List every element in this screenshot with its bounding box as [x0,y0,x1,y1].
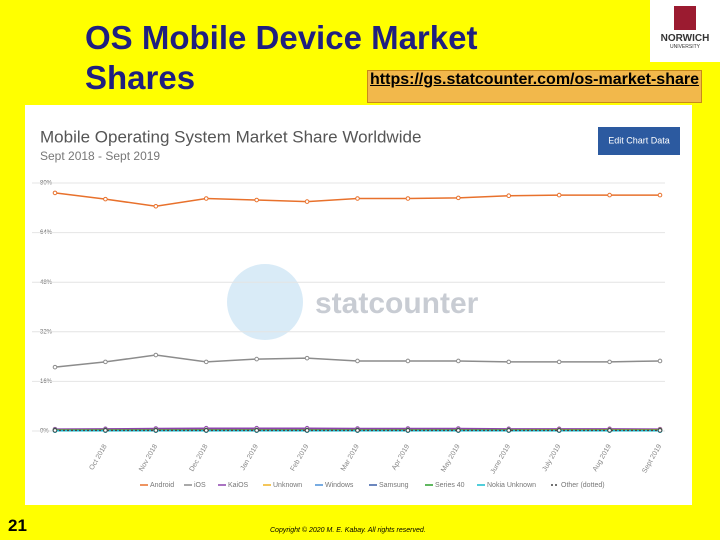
logo-shield [674,6,696,30]
y-tick-label: 16% [40,379,53,385]
legend-label: Windows [325,482,354,489]
data-point [153,203,159,209]
edit-button-label[interactable]: Edit Chart Data [608,135,670,145]
data-point [153,428,159,433]
data-point [355,428,360,433]
y-tick-label: 32% [40,329,53,335]
data-point [203,359,209,365]
data-point [506,428,512,433]
data-point [405,358,411,364]
data-point [355,196,360,201]
legend-label: Nokia Unknown [487,482,536,489]
legend-label: iOS [194,482,206,489]
page-number: 21 [8,516,27,535]
data-point [153,352,159,358]
logo-name: NORWICH [660,33,710,44]
legend-label: KaiOS [228,482,249,489]
source-url: https://gs.statcounter.com/os-market-sha… [370,71,699,88]
y-tick-label: 48% [40,280,53,286]
data-point [355,358,360,364]
data-point [254,428,259,433]
data-point [304,199,310,204]
chart-panel [25,105,692,505]
data-point [456,195,461,201]
data-point [607,428,612,433]
data-point [657,358,663,364]
chart-subtitle: Sept 2018 - Sept 2019 [40,149,160,163]
data-point [103,428,108,433]
legend-label: Unknown [273,482,302,489]
copyright: Copyright © 2020 M. E. Kabay. All rights… [270,527,426,534]
data-point [254,356,259,362]
watermark-logo [227,264,303,340]
data-point [304,355,310,361]
data-point [506,359,512,365]
chart-title: Mobile Operating System Market Share Wor… [40,127,421,146]
y-tick-label: 64% [40,230,53,236]
y-tick-label: 0% [40,429,49,435]
data-point [52,428,58,433]
data-point [456,428,461,433]
data-point [657,428,663,433]
data-point [556,192,562,198]
data-point [203,428,209,433]
url-box [367,70,702,103]
data-point [506,193,512,199]
legend-label: Android [150,482,174,489]
data-point [607,359,612,365]
logo-subtitle: UNIVERSITY [669,44,700,50]
data-point [657,192,663,198]
data-point [254,197,259,203]
data-point [103,196,108,202]
data-point [556,359,562,365]
data-point [103,359,108,365]
logo: NORWICH UNIVERSITY [650,0,720,62]
data-point [607,192,612,198]
data-point [556,428,562,433]
watermark: statcounter [315,287,479,320]
data-point [405,428,411,433]
y-tick-label: 80% [40,181,53,187]
data-point [52,190,58,196]
data-point [456,358,461,364]
edit-button[interactable] [598,127,680,155]
legend-label: Samsung [379,482,409,489]
legend-label: Series 40 [435,482,465,489]
legend-label: Other (dotted) [561,482,605,489]
data-point [203,196,209,201]
data-point [52,364,58,370]
slide-title: OS Mobile Device Market Shares [85,19,478,96]
data-point [405,196,411,201]
data-point [304,428,310,433]
